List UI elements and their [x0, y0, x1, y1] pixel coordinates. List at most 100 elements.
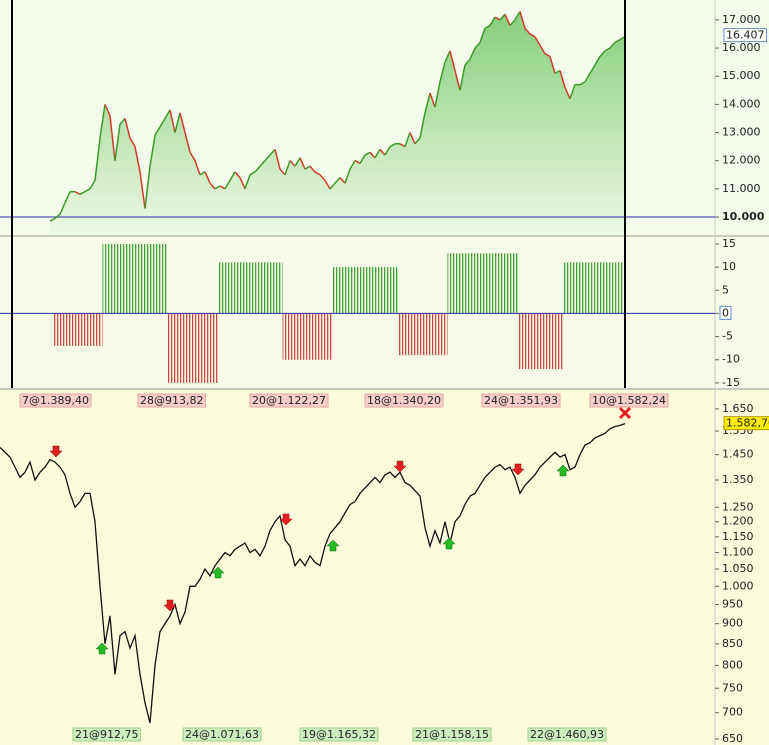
- position-bar: [567, 262, 573, 314]
- label-box: [412, 727, 492, 742]
- position-bar: [102, 243, 108, 314]
- value-label: 19@1.165,32: [302, 728, 376, 741]
- y-tick-label: 850: [722, 637, 743, 650]
- equity-line: [214, 185, 221, 190]
- y-tick-label: 14.000: [722, 97, 761, 110]
- position-bar: [152, 243, 158, 314]
- equity-line: [144, 166, 151, 209]
- equity-line: [149, 135, 156, 167]
- position-bar: [427, 313, 433, 356]
- equity-line: [524, 27, 531, 35]
- position-bar: [452, 253, 458, 314]
- equity-line: [294, 157, 301, 167]
- sell-arrow: [393, 460, 407, 473]
- y-tick-label: -10: [722, 353, 740, 366]
- equity-line: [494, 16, 501, 21]
- label-box: [249, 393, 329, 408]
- equity-line: [79, 190, 86, 196]
- equity-line: [204, 171, 211, 184]
- y-tick-label: 1.150: [722, 530, 754, 543]
- position-bar: [282, 313, 288, 360]
- sell-arrow: [163, 599, 177, 612]
- position-bar: [407, 313, 413, 356]
- position-bar: [422, 313, 428, 356]
- y-tick-label: 15: [722, 237, 736, 250]
- position-bar: [237, 262, 243, 314]
- equity-area: [50, 11, 625, 235]
- equity-line: [554, 69, 561, 75]
- equity-line: [314, 171, 321, 176]
- equity-line: [159, 118, 166, 128]
- equity-line: [499, 13, 506, 21]
- equity-line: [309, 165, 316, 173]
- position-bar: [287, 313, 293, 360]
- equity-line: [74, 190, 81, 196]
- equity-line: [589, 64, 596, 74]
- position-bar: [587, 262, 593, 314]
- equity-line: [599, 50, 606, 58]
- equity-line: [99, 104, 106, 139]
- equity-line: [414, 137, 421, 145]
- equity-line: [284, 160, 291, 176]
- y-tick-label: 15.000: [722, 69, 761, 82]
- label-box: [182, 727, 262, 742]
- position-bar: [572, 262, 578, 314]
- position-bar: [297, 313, 303, 360]
- equity-line: [559, 70, 566, 88]
- y-tick-label: 650: [722, 732, 743, 745]
- label-box: [723, 28, 767, 43]
- y-tick-label: 11.000: [722, 182, 761, 195]
- equity-line: [234, 171, 241, 179]
- position-bar: [122, 243, 128, 314]
- equity-line: [569, 84, 576, 99]
- equity-line: [594, 56, 601, 66]
- equity-line: [269, 148, 276, 156]
- equity-line: [544, 53, 551, 58]
- equity-line: [424, 92, 431, 114]
- position-bar: [522, 313, 528, 370]
- equity-line: [484, 24, 491, 30]
- equity-line: [444, 50, 451, 63]
- position-bar: [392, 267, 398, 314]
- equity-line: [514, 11, 521, 21]
- position-bar: [212, 313, 218, 383]
- position-bar: [192, 313, 198, 383]
- position-bar: [612, 262, 618, 314]
- position-bar: [142, 243, 148, 314]
- position-bar: [577, 262, 583, 314]
- position-bar: [77, 313, 83, 346]
- equity-line: [384, 146, 391, 156]
- position-bar: [342, 267, 348, 314]
- position-bar: [87, 313, 93, 346]
- position-bar: [592, 262, 598, 314]
- position-bar: [107, 243, 113, 314]
- position-bar: [307, 313, 313, 360]
- buy-arrow: [326, 539, 340, 552]
- position-bar: [62, 313, 68, 346]
- equity-line: [374, 149, 381, 159]
- position-bar: [327, 313, 333, 360]
- position-bar: [217, 262, 223, 314]
- y-tick-label: 13.000: [722, 126, 761, 139]
- position-bar: [242, 262, 248, 314]
- y-tick-label: 950: [722, 597, 743, 610]
- equity-line: [54, 213, 61, 219]
- position-bar: [147, 243, 153, 314]
- position-bar: [582, 262, 588, 314]
- position-bar: [397, 313, 403, 356]
- y-tick-label: 1.250: [722, 500, 754, 513]
- equity-line: [184, 132, 191, 153]
- position-bar: [602, 262, 608, 314]
- position-bar: [492, 253, 498, 314]
- position-bar: [477, 253, 483, 314]
- equity-line: [104, 104, 111, 116]
- equity-line: [609, 41, 616, 49]
- equity-line: [334, 177, 341, 184]
- position-bar: [377, 267, 383, 314]
- position-bar: [167, 313, 173, 383]
- position-bar: [402, 313, 408, 356]
- equity-line: [209, 182, 216, 190]
- equity-line: [349, 160, 356, 170]
- equity-line: [89, 180, 96, 190]
